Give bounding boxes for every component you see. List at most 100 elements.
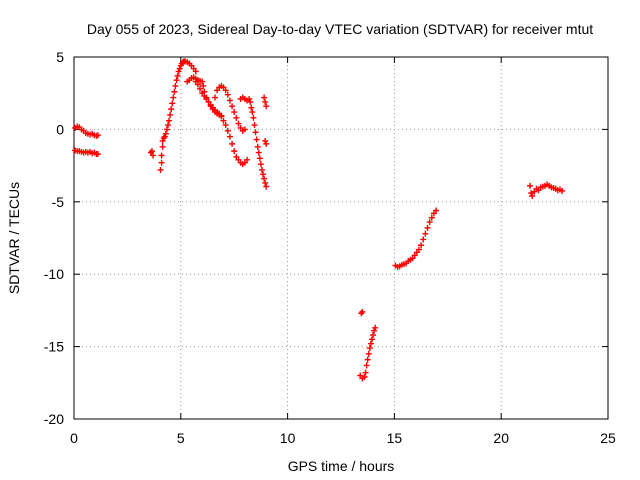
data-point — [159, 137, 166, 144]
data-point — [426, 219, 433, 226]
series-arc-3c — [211, 82, 248, 134]
data-point — [94, 151, 101, 158]
series-arc-4 — [357, 308, 379, 382]
data-point — [263, 140, 270, 147]
data-point — [428, 214, 435, 221]
data-point — [199, 78, 206, 85]
data-point — [158, 152, 165, 159]
data-point — [251, 122, 258, 129]
data-point — [366, 345, 373, 352]
data-point — [94, 132, 101, 139]
data-point — [169, 100, 176, 107]
data-point — [226, 133, 233, 140]
data-point — [222, 122, 229, 129]
series-arc-6 — [527, 181, 566, 200]
data-point — [249, 109, 256, 116]
data-point — [175, 68, 182, 75]
data-point — [229, 140, 236, 147]
data-point — [255, 149, 262, 156]
data-point — [254, 143, 261, 150]
data-point — [262, 179, 269, 186]
data-point — [231, 109, 238, 116]
data-point — [174, 72, 181, 79]
y-tick-label: 5 — [56, 49, 64, 65]
data-point — [170, 94, 177, 101]
data-point — [222, 87, 229, 94]
data-point — [371, 327, 378, 334]
data-point — [158, 159, 165, 166]
data-point — [433, 207, 440, 214]
data-point — [261, 175, 268, 182]
data-point — [256, 155, 263, 162]
data-point — [362, 369, 369, 376]
data-point — [200, 82, 207, 89]
chart-title: Day 055 of 2023, Sidereal Day-to-day VTE… — [87, 21, 593, 37]
data-point — [368, 336, 375, 343]
x-tick-label: 10 — [280, 430, 296, 446]
data-point — [192, 68, 199, 75]
data-point — [159, 143, 166, 150]
data-point — [260, 171, 267, 178]
data-point — [527, 182, 534, 189]
data-point — [164, 122, 171, 129]
data-point — [367, 340, 374, 347]
data-point — [148, 148, 155, 155]
data-point — [529, 193, 536, 200]
data-point — [261, 94, 268, 101]
data-point — [365, 350, 372, 357]
data-point — [235, 120, 242, 127]
data-point — [171, 88, 178, 95]
series-arc-1a — [72, 123, 101, 139]
data-point — [168, 106, 175, 113]
data-point — [262, 137, 269, 144]
data-point — [176, 65, 183, 72]
series-arc-2 — [147, 58, 199, 173]
data-point — [211, 94, 218, 101]
data-point — [162, 130, 169, 137]
series-arc-3d — [237, 94, 270, 190]
data-point — [262, 98, 269, 105]
series-arc-1b — [72, 147, 101, 158]
data-point — [248, 104, 255, 111]
data-point — [241, 126, 248, 133]
data-point — [528, 190, 535, 197]
y-tick-label: -15 — [44, 339, 64, 355]
data-point — [263, 183, 270, 190]
data-point — [258, 166, 265, 173]
data-point — [424, 224, 431, 231]
series-arc-3b — [192, 78, 225, 119]
data-point — [415, 246, 422, 253]
y-tick-label: -20 — [44, 411, 64, 427]
x-axis-label: GPS time / hours — [288, 458, 395, 474]
series-arc-3e — [261, 94, 270, 147]
axis-ticks: 0 5 10 15 20 25 -20 -15 -10 -5 0 5 — [44, 49, 616, 446]
data-point — [163, 126, 170, 133]
data-point — [250, 114, 257, 121]
data-point — [157, 166, 164, 173]
data-point — [220, 117, 227, 124]
x-tick-label: 5 — [177, 430, 185, 446]
data-point — [244, 156, 251, 163]
data-point — [167, 111, 174, 118]
data-point — [252, 129, 259, 136]
x-tick-label: 20 — [493, 430, 509, 446]
data-point — [233, 114, 240, 121]
x-tick-label: 15 — [387, 430, 403, 446]
grid — [74, 57, 608, 419]
data-point — [370, 332, 377, 339]
data-point — [150, 152, 157, 159]
data-point — [246, 95, 253, 102]
y-axis-label: SDTVAR / TECUs — [6, 182, 22, 294]
data-point — [364, 356, 371, 363]
data-point — [420, 236, 427, 243]
data-point — [359, 308, 366, 315]
data-point — [263, 103, 270, 110]
data-point — [229, 103, 236, 110]
data-point — [197, 85, 204, 92]
series-arc-5 — [392, 207, 440, 270]
y-tick-label: -10 — [44, 266, 64, 282]
plot-frame — [73, 56, 609, 420]
data-point — [224, 91, 231, 98]
data-point — [247, 98, 254, 105]
